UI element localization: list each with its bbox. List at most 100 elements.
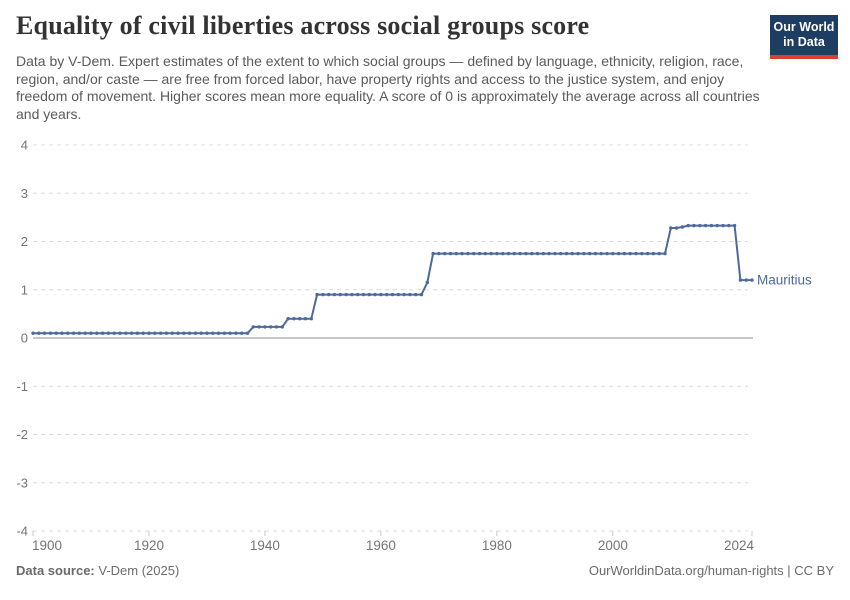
data-point — [286, 317, 290, 321]
series-mauritius: Mauritius — [31, 223, 812, 335]
entity-label: Mauritius — [757, 273, 812, 288]
data-point — [750, 278, 754, 282]
data-point — [199, 331, 203, 335]
data-point — [460, 251, 464, 256]
y-axis-label: 2 — [21, 234, 28, 249]
data-point — [616, 251, 621, 256]
data-point — [141, 331, 145, 335]
data-point — [605, 251, 609, 256]
line-chart-canvas: 4 3 2 1 0 -1 -2 -3 -4 1900 1920 1940 1960 1980 2000 202… — [16, 138, 812, 553]
data-point — [31, 331, 35, 335]
data-point — [454, 251, 458, 256]
data-point — [593, 251, 598, 256]
data-point — [419, 292, 424, 297]
data-point — [158, 331, 163, 335]
data-point — [147, 331, 151, 335]
x-axis-label: 1900 — [32, 538, 62, 553]
data-point — [738, 278, 743, 282]
data-point — [628, 251, 632, 256]
footer-data-source: Data source: V-Dem (2025) — [16, 563, 179, 578]
data-point — [402, 292, 406, 297]
data-point — [587, 251, 592, 256]
y-axis-label: 4 — [21, 138, 28, 153]
data-point — [54, 331, 58, 335]
data-point — [118, 331, 122, 335]
y-axis-label: -3 — [16, 475, 28, 490]
y-axis-label: 1 — [21, 282, 28, 297]
data-point — [385, 292, 389, 297]
data-point — [228, 331, 232, 335]
owid-logo-line2: in Data — [783, 35, 825, 50]
data-point — [396, 292, 400, 297]
data-point — [251, 325, 255, 329]
data-point — [576, 251, 580, 256]
data-point — [431, 251, 435, 256]
data-point — [414, 292, 418, 297]
x-axis-label: 2000 — [598, 538, 628, 553]
data-point — [692, 223, 696, 228]
page-title: Equality of civil liberties across socia… — [16, 11, 590, 40]
y-axis-labels: 4 3 2 1 0 -1 -2 -3 -4 — [16, 138, 28, 539]
x-axis-label: 1960 — [366, 538, 396, 553]
data-point — [83, 331, 87, 335]
x-axis-label: 1940 — [250, 538, 280, 553]
data-point — [448, 251, 453, 256]
data-point — [327, 292, 331, 297]
data-point — [60, 331, 64, 335]
data-point — [645, 251, 650, 256]
data-point — [535, 251, 540, 256]
data-point — [193, 331, 198, 335]
data-point — [547, 251, 551, 256]
data-point — [48, 331, 53, 335]
data-point — [663, 251, 667, 256]
data-point — [274, 325, 279, 329]
data-point — [222, 331, 226, 335]
data-point — [727, 223, 731, 228]
gridlines — [33, 144, 753, 532]
data-point — [408, 292, 412, 297]
data-point — [373, 292, 377, 297]
chart-subtitle: Data by V-Dem. Expert estimates of the e… — [16, 53, 760, 122]
data-point — [390, 292, 395, 297]
data-point — [443, 251, 447, 256]
data-point — [37, 331, 41, 335]
data-point — [240, 331, 244, 335]
x-axis: 1900 1920 1940 1960 1980 2000 2024 — [32, 531, 754, 553]
data-point — [292, 317, 296, 321]
data-point — [680, 225, 685, 229]
data-point — [582, 251, 586, 256]
data-point — [611, 251, 615, 256]
data-point — [66, 331, 70, 335]
data-point — [379, 292, 383, 297]
data-point — [164, 331, 169, 335]
data-point — [298, 317, 302, 321]
data-point — [315, 292, 319, 297]
data-point — [211, 331, 215, 335]
footer-credit: OurWorldinData.org/human-rights | CC BY — [588, 563, 834, 578]
data-point — [512, 251, 516, 256]
data-point — [570, 251, 574, 256]
x-axis-label: 1920 — [134, 538, 164, 553]
data-point — [669, 226, 673, 230]
data-point — [634, 251, 638, 256]
data-point — [205, 331, 209, 335]
data-point — [332, 292, 337, 297]
data-point — [518, 251, 522, 256]
data-point — [657, 251, 661, 256]
data-point — [263, 325, 267, 329]
data-point — [483, 251, 487, 256]
owid-logo-line1: Our World — [773, 20, 835, 34]
data-point — [280, 325, 284, 329]
data-point — [216, 331, 221, 335]
data-point — [495, 251, 499, 256]
data-point — [715, 223, 719, 228]
data-point — [170, 331, 174, 335]
y-axis-label: -4 — [16, 524, 28, 539]
data-point — [564, 251, 569, 256]
data-point — [686, 223, 690, 228]
data-point — [477, 251, 482, 256]
data-point — [77, 331, 82, 335]
data-point — [709, 223, 714, 228]
data-point — [361, 292, 366, 297]
data-point — [599, 251, 603, 256]
